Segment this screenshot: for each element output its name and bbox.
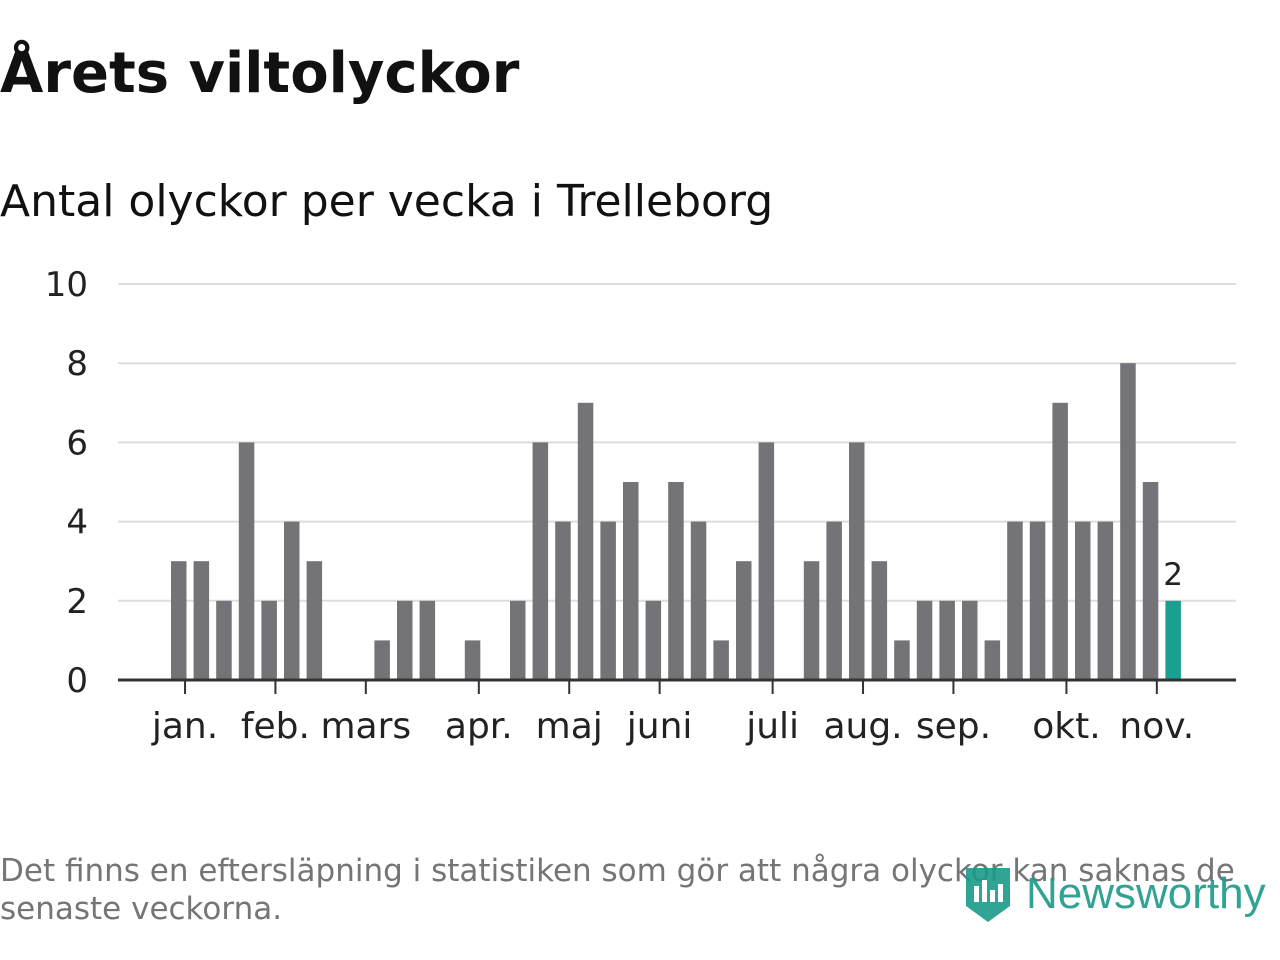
y-tick-label: 10 <box>45 265 88 305</box>
footnote: Det finns en eftersläpning i statistiken… <box>0 853 1235 927</box>
bar <box>623 482 639 680</box>
bar <box>984 640 1001 680</box>
bar <box>962 600 978 680</box>
bar <box>736 561 752 680</box>
bar <box>216 600 232 680</box>
y-tick-label: 4 <box>66 503 88 543</box>
chart-subtitle: Antal olyckor per vecka i Trelleborg <box>0 176 774 227</box>
bar <box>939 600 955 680</box>
bar <box>849 442 865 680</box>
bar <box>1052 402 1068 680</box>
x-tick-label: juni <box>626 706 693 747</box>
bar <box>1029 521 1046 680</box>
bar <box>397 600 413 680</box>
y-axis-ticks: 0 2 4 6 8 10 <box>45 265 88 701</box>
bar <box>171 561 187 680</box>
bar <box>555 521 571 680</box>
x-tick-label: aug. <box>823 706 902 747</box>
y-tick-label: 2 <box>66 582 88 622</box>
x-tick-label: sep. <box>916 706 991 747</box>
bar <box>1142 482 1159 680</box>
y-tick-label: 6 <box>66 423 88 463</box>
bar <box>668 482 684 680</box>
bar <box>306 561 323 680</box>
x-tick-label: maj <box>536 706 603 747</box>
bar <box>419 600 436 680</box>
newsworthy-logo-text: Newsworthy <box>1026 869 1266 918</box>
bars <box>171 363 1181 680</box>
x-tick-label: jan. <box>151 706 218 747</box>
x-tick-label: juli <box>745 706 799 747</box>
x-axis: jan. feb. mars apr. maj juni juli aug. sep. okt. n… <box>118 678 1236 747</box>
bar <box>284 521 300 680</box>
y-tick-label: 0 <box>66 661 88 701</box>
bar <box>916 600 933 680</box>
bar <box>510 600 526 680</box>
bar <box>577 402 594 680</box>
bar <box>193 561 210 680</box>
x-tick-label: mars <box>320 706 411 747</box>
bar <box>532 442 549 680</box>
data-label-current-week: 2 <box>1163 557 1183 593</box>
y-tick-label: 8 <box>66 344 88 384</box>
chart-title: Årets viltolyckor <box>0 41 520 106</box>
bar <box>600 521 616 680</box>
data-labels: 2 <box>1163 557 1183 593</box>
bar <box>261 600 277 680</box>
newsworthy-logo-icon <box>966 868 1010 922</box>
bar <box>464 640 481 680</box>
newsworthy-logo: Newsworthy <box>962 862 1266 926</box>
bar <box>871 561 888 680</box>
bar <box>713 640 729 680</box>
bar <box>238 442 255 680</box>
bar <box>1007 521 1023 680</box>
bar <box>690 521 707 680</box>
bar <box>1075 521 1091 680</box>
x-tick-label: apr. <box>445 706 513 747</box>
bar <box>374 640 390 680</box>
bar <box>645 600 662 680</box>
x-tick-label: feb. <box>241 706 310 747</box>
bar <box>1120 363 1136 680</box>
x-tick-label: nov. <box>1119 706 1194 747</box>
bar-current-week <box>1165 600 1181 680</box>
bar <box>826 521 842 680</box>
bar <box>894 640 910 680</box>
gridlines <box>118 283 1236 602</box>
weekly-accidents-bar-chart: 0 2 4 6 8 10 jan. feb. mars apr. maj juni juli aug. s… <box>45 265 1236 747</box>
bar <box>1097 521 1114 680</box>
x-tick-label: okt. <box>1032 706 1100 747</box>
bar <box>758 442 775 680</box>
bar <box>803 561 820 680</box>
